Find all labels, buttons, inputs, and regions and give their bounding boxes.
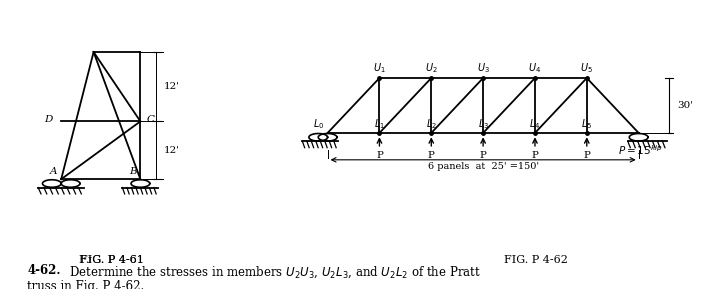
Text: $L_0$: $L_0$: [312, 117, 324, 131]
Text: 12': 12': [163, 146, 179, 155]
Text: $L_2$: $L_2$: [426, 117, 437, 131]
Text: $U_4$: $U_4$: [528, 61, 541, 75]
Text: P: P: [376, 151, 383, 160]
Text: $L_5$: $L_5$: [581, 117, 593, 131]
Text: C: C: [146, 115, 154, 125]
Text: D: D: [44, 115, 53, 125]
Text: truss in Fig. P 4-62.: truss in Fig. P 4-62.: [27, 280, 145, 289]
Text: P: P: [480, 151, 487, 160]
Text: $L_4$: $L_4$: [529, 117, 541, 131]
Text: $P=15^{kip}$: $P=15^{kip}$: [618, 143, 662, 157]
Text: P: P: [531, 151, 539, 160]
Text: 30': 30': [678, 101, 693, 110]
Text: Determine the stresses in members $U_2U_3$, $U_2L_3$, and $U_2L_2$ of the Pratt: Determine the stresses in members $U_2U_…: [62, 264, 481, 280]
Text: B: B: [129, 167, 137, 176]
Text: $U_1$: $U_1$: [373, 61, 386, 75]
Text: 6 panels  at  25' =150': 6 panels at 25' =150': [428, 162, 539, 171]
Text: $U_5$: $U_5$: [580, 61, 593, 75]
Text: $L_1$: $L_1$: [374, 117, 385, 131]
Text: P: P: [428, 151, 435, 160]
Text: FᴊG. P 4‑61: FᴊG. P 4‑61: [79, 255, 144, 265]
Text: $U_3$: $U_3$: [477, 61, 490, 75]
Text: FIG. P 4-62: FIG. P 4-62: [505, 255, 568, 265]
Text: $L_3$: $L_3$: [477, 117, 489, 131]
Text: A: A: [50, 167, 58, 176]
Text: 12': 12': [163, 82, 179, 91]
Text: P: P: [583, 151, 590, 160]
Text: $U_2$: $U_2$: [425, 61, 438, 75]
Text: FIG. P 4-61: FIG. P 4-61: [80, 255, 143, 265]
Text: 4-62.: 4-62.: [27, 264, 61, 277]
